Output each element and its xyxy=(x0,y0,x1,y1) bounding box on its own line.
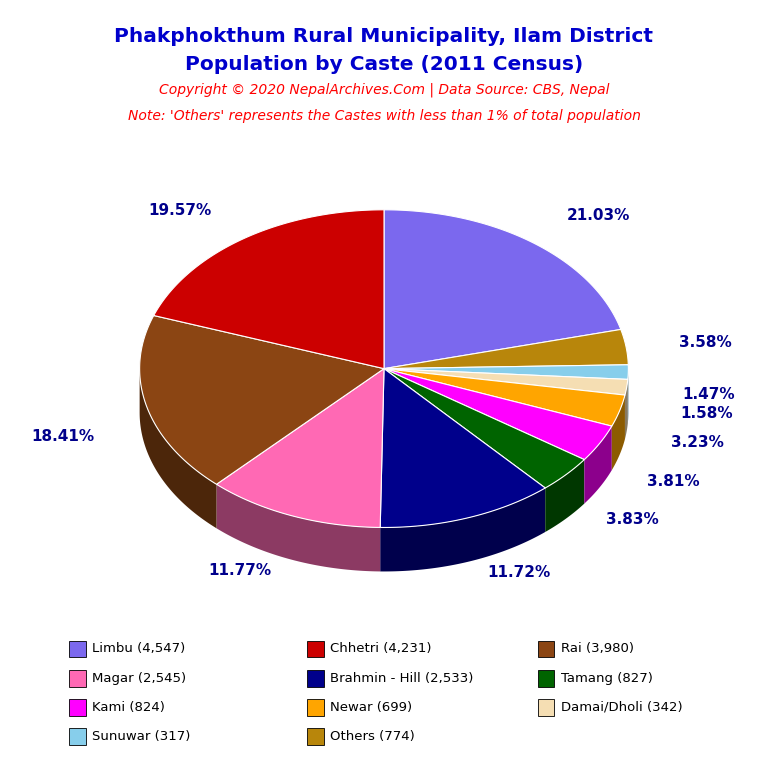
Polygon shape xyxy=(140,369,217,528)
Text: 3.58%: 3.58% xyxy=(680,335,732,349)
Text: Phakphokthum Rural Municipality, Ilam District: Phakphokthum Rural Municipality, Ilam Di… xyxy=(114,27,654,46)
Text: Copyright © 2020 NepalArchives.Com | Data Source: CBS, Nepal: Copyright © 2020 NepalArchives.Com | Dat… xyxy=(159,82,609,97)
Polygon shape xyxy=(380,369,545,528)
Text: 21.03%: 21.03% xyxy=(567,208,631,223)
Polygon shape xyxy=(384,369,625,426)
Text: Brahmin - Hill (2,533): Brahmin - Hill (2,533) xyxy=(330,672,474,684)
Polygon shape xyxy=(612,395,625,470)
Text: 3.23%: 3.23% xyxy=(671,435,724,449)
Polygon shape xyxy=(154,210,384,369)
Polygon shape xyxy=(380,488,545,571)
Text: 1.47%: 1.47% xyxy=(682,387,735,402)
Text: Rai (3,980): Rai (3,980) xyxy=(561,643,634,655)
Text: Note: 'Others' represents the Castes with less than 1% of total population: Note: 'Others' represents the Castes wit… xyxy=(127,109,641,123)
Polygon shape xyxy=(384,210,621,369)
Polygon shape xyxy=(545,459,584,532)
Text: Magar (2,545): Magar (2,545) xyxy=(92,672,187,684)
Text: Kami (824): Kami (824) xyxy=(92,701,165,713)
Text: 1.58%: 1.58% xyxy=(680,406,733,421)
Text: Sunuwar (317): Sunuwar (317) xyxy=(92,730,190,743)
Text: Population by Caste (2011 Census): Population by Caste (2011 Census) xyxy=(185,55,583,74)
Polygon shape xyxy=(217,485,380,571)
Polygon shape xyxy=(384,369,627,395)
Polygon shape xyxy=(384,365,628,379)
Polygon shape xyxy=(384,329,628,369)
Text: Tamang (827): Tamang (827) xyxy=(561,672,653,684)
Text: Others (774): Others (774) xyxy=(330,730,415,743)
Text: 3.83%: 3.83% xyxy=(606,512,659,528)
Text: 18.41%: 18.41% xyxy=(31,429,94,444)
Polygon shape xyxy=(584,426,612,504)
Text: Limbu (4,547): Limbu (4,547) xyxy=(92,643,185,655)
Text: 11.72%: 11.72% xyxy=(487,565,550,580)
Polygon shape xyxy=(384,369,584,488)
Polygon shape xyxy=(140,316,384,485)
Polygon shape xyxy=(217,369,384,528)
Text: 3.81%: 3.81% xyxy=(647,475,700,489)
Text: 19.57%: 19.57% xyxy=(149,203,212,218)
Polygon shape xyxy=(384,369,612,459)
Text: 11.77%: 11.77% xyxy=(209,563,272,578)
Text: Damai/Dholi (342): Damai/Dholi (342) xyxy=(561,701,682,713)
Text: Newar (699): Newar (699) xyxy=(330,701,412,713)
Text: Chhetri (4,231): Chhetri (4,231) xyxy=(330,643,432,655)
Polygon shape xyxy=(625,379,627,439)
